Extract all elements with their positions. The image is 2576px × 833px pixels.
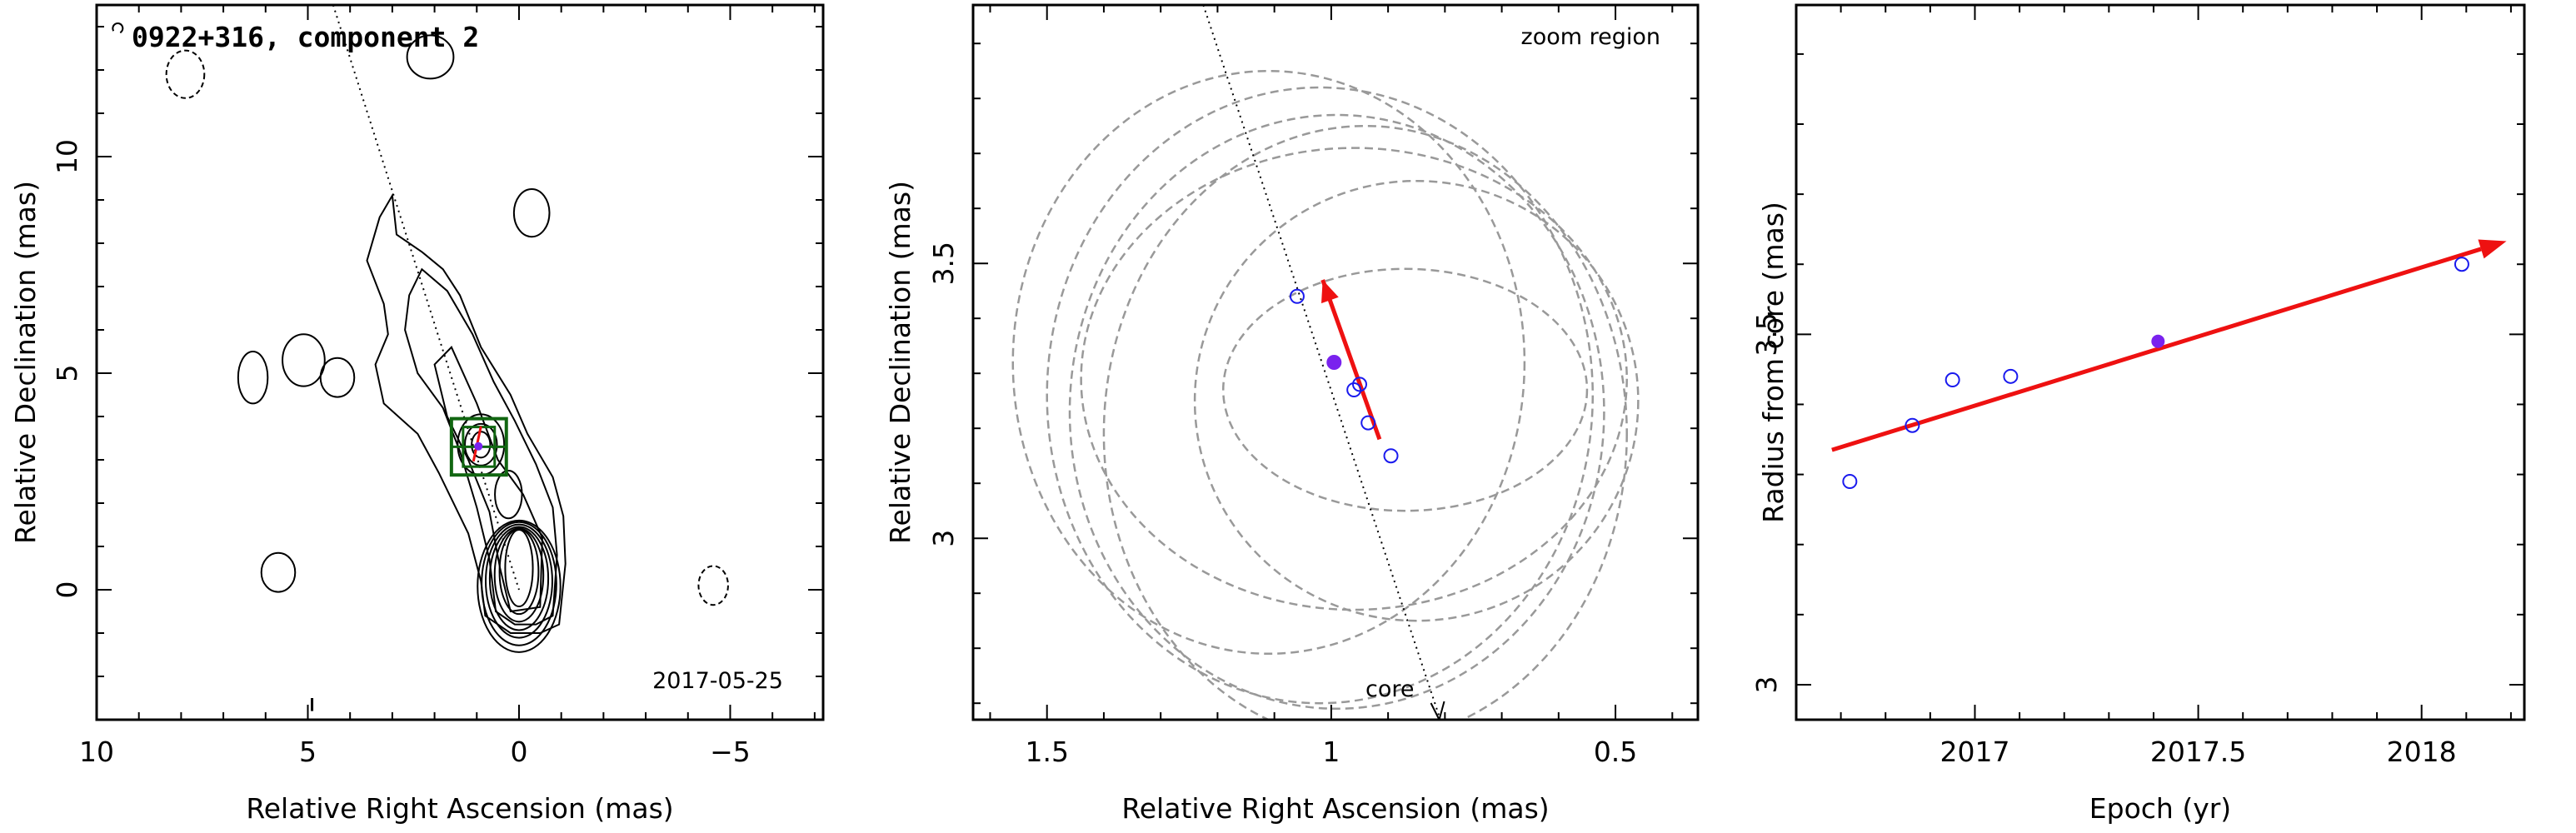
panel-zoom-region: core 1.5 1 0.5 3 3.5 zoom region Relative Ri… (884, 3, 1700, 825)
y-tick-label: 3.5 (1750, 312, 1783, 356)
x-axis-label: Relative Right Ascension (mas) (1121, 792, 1549, 825)
x-tick-label: 1 (1322, 736, 1340, 768)
component-marker (474, 441, 483, 451)
x-tick-label: 10 (79, 736, 114, 768)
x-tick-label: 5 (299, 736, 317, 768)
epoch-point (1383, 448, 1399, 464)
x-tick-label: 0.5 (1594, 736, 1637, 768)
epoch-date-label: 2017-05-25 (652, 668, 783, 694)
x-tick-label: 2017 (1939, 736, 2009, 768)
x-tick-label: −5 (710, 736, 751, 768)
y-tick-label: 3 (927, 530, 960, 547)
y-tick-label: 10 (51, 139, 83, 174)
core-contour (488, 526, 550, 631)
contour-lines (165, 34, 729, 653)
epoch-point (1905, 417, 1920, 433)
jet-inner-contour (404, 267, 558, 626)
radius-plot-frame (1795, 3, 2526, 721)
isolated-contour (512, 188, 551, 238)
y-tick-label: 3 (1750, 676, 1783, 693)
y-axis-label: Relative Declination (mas) (884, 181, 916, 544)
isolated-contour (260, 551, 297, 593)
y-tick-label: 0 (51, 581, 83, 599)
core-contour (493, 527, 545, 623)
beam-ellipse (1193, 179, 1640, 622)
x-tick-label: 1.5 (1025, 736, 1068, 768)
beam-ellipse (1011, 69, 1526, 656)
motion-arrow (1320, 279, 1382, 441)
panel-radius-vs-epoch: 2017 2017.5 2018 3 3.5 Epoch (yr) Radius fro… (1750, 3, 2526, 825)
fit-arrowhead (2478, 239, 2507, 259)
jet-outer-contour (366, 192, 567, 634)
trajectory-line (1202, 5, 1440, 717)
radius-axis-ticks: 2017 2017.5 2018 3 3.5 (1750, 5, 2524, 768)
x-tick-label: 0 (510, 736, 527, 768)
zoom-plot-frame (971, 3, 1700, 721)
core-contour (477, 519, 562, 653)
panel-contour-map: 10 5 0 −5 0 5 10 0922+316, component 2 2017-05… (9, 3, 825, 825)
core-label: core (1365, 676, 1414, 702)
x-axis-label: Relative Right Ascension (mas) (246, 792, 673, 825)
epoch-point (1352, 377, 1367, 392)
isolated-contour (697, 565, 729, 606)
edge-contour (112, 22, 124, 34)
trajectory-line (332, 5, 520, 591)
epoch-point (2454, 257, 2469, 272)
fit-line (1831, 247, 2482, 452)
y-tick-label: 5 (51, 365, 83, 382)
motion-arrowhead (1321, 280, 1339, 304)
isolated-contour (237, 351, 269, 405)
zoom-region-annotation: zoom region (1521, 24, 1660, 50)
epoch-point (1289, 288, 1305, 304)
contour-axis-ticks: 10 5 0 −5 0 5 10 (51, 5, 823, 768)
y-tick-label: 3.5 (927, 242, 960, 285)
y-axis-label: Relative Declination (mas) (9, 181, 42, 544)
beam-ellipse (1068, 113, 1605, 711)
isolated-contour (165, 49, 206, 99)
epoch-point (1944, 372, 1960, 388)
zoom-plot-area: core (1011, 5, 1640, 720)
beam-ellipse (1080, 147, 1628, 611)
panel-title: 0922+316, component 2 (132, 21, 479, 53)
isolated-contour (282, 333, 326, 387)
core-contour (504, 529, 534, 607)
beam-ellipse (1221, 267, 1589, 512)
beam-ellipse (1102, 125, 1628, 720)
zoom-axis-ticks: 1.5 1 0.5 3 3.5 (927, 5, 1698, 768)
contour-plot-area (112, 5, 729, 711)
current-epoch-point (1326, 355, 1342, 370)
epoch-point (1842, 474, 1858, 489)
knot-contour (494, 470, 523, 520)
x-tick-label: 2018 (2387, 736, 2457, 768)
y-axis-label: Radius from core (mas) (1757, 202, 1790, 523)
core-arrowhead (1430, 701, 1445, 720)
beam-ellipse (1046, 86, 1595, 705)
radius-plot-area (1831, 239, 2507, 489)
epoch-point (1346, 382, 1362, 397)
isolated-contour (406, 34, 455, 80)
jet-inner-contour (433, 346, 543, 613)
epoch-point (1360, 415, 1376, 431)
x-tick-label: 2017.5 (2150, 736, 2246, 768)
contour-plot-frame (95, 3, 825, 721)
epoch-point (2003, 368, 2019, 384)
isolated-contour (319, 357, 356, 398)
current-epoch-point (2151, 334, 2165, 348)
x-axis-label: Epoch (yr) (2089, 792, 2231, 825)
core-contour (485, 523, 553, 639)
